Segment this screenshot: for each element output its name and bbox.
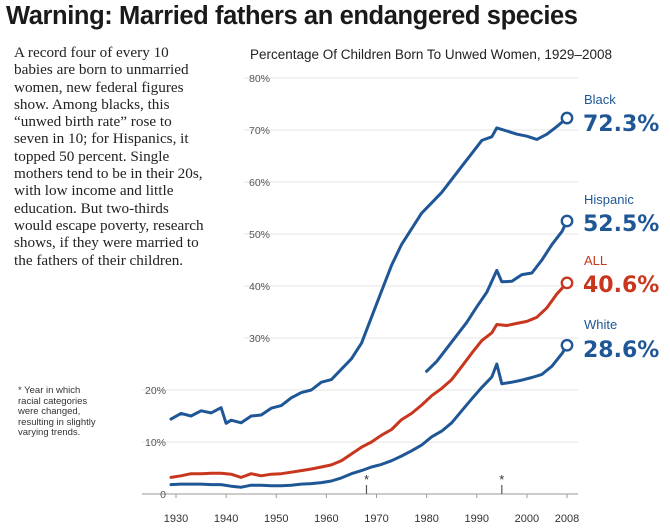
series-endpoint-black bbox=[560, 111, 574, 125]
y-tick-label: 70% bbox=[249, 125, 270, 137]
series-value-all: 40.6% bbox=[583, 273, 659, 298]
series-name-black: Black bbox=[584, 92, 616, 107]
x-tick-label: 1970 bbox=[364, 513, 388, 525]
x-tick-label: 1990 bbox=[465, 513, 489, 525]
series-value-white: 28.6% bbox=[583, 338, 659, 363]
asterisk-marker: * bbox=[499, 472, 504, 487]
x-tick-label: 1980 bbox=[414, 513, 438, 525]
series-name-white: White bbox=[584, 317, 617, 332]
chart-title: Percentage Of Children Born To Unwed Wom… bbox=[250, 47, 612, 62]
x-tick-label: 1960 bbox=[314, 513, 338, 525]
series-line-hispanic bbox=[425, 219, 569, 373]
y-tick-label: 50% bbox=[249, 229, 270, 241]
series-labels: Black 72.3% Hispanic 52.5% ALL 40.6% White 28.6… bbox=[583, 92, 659, 363]
x-tick-label: 2000 bbox=[515, 513, 539, 525]
series-line-all bbox=[169, 281, 569, 479]
series-value-black: 72.3% bbox=[583, 112, 659, 137]
y-tick-label: 80% bbox=[249, 73, 270, 85]
footnote: * Year in which racial categories were c… bbox=[18, 385, 96, 438]
headline: Warning: Married fathers an endangered s… bbox=[6, 2, 578, 30]
series-name-all: ALL bbox=[584, 253, 607, 268]
series-line-white bbox=[169, 343, 569, 489]
x-tick-label: 1940 bbox=[214, 513, 238, 525]
series-name-hispanic: Hispanic bbox=[584, 192, 634, 207]
asterisk-marker: * bbox=[364, 472, 369, 487]
gridlines bbox=[142, 77, 578, 495]
series-endpoint-white bbox=[560, 338, 574, 352]
y-tick-label: 20% bbox=[145, 385, 166, 397]
x-tick-label: 1930 bbox=[164, 513, 188, 525]
y-tick-label: 60% bbox=[249, 177, 270, 189]
series-endpoint-hispanic bbox=[560, 214, 574, 228]
y-tick-label: 10% bbox=[145, 437, 166, 449]
y-tick-label: 30% bbox=[249, 333, 270, 345]
x-tick-label: 1950 bbox=[264, 513, 288, 525]
series-line-black bbox=[169, 116, 569, 425]
series-lines bbox=[169, 111, 574, 489]
y-tick-label: 0 bbox=[160, 489, 166, 501]
x-tick-label: 2008 bbox=[555, 513, 579, 525]
body-text: A record four of every 10 babies are bor… bbox=[14, 44, 204, 269]
y-tick-label: 40% bbox=[249, 281, 270, 293]
axis-ticks: 20% 10% 0 80% 70% 60% 50% 40% 30% 1930 1940 1950 196… bbox=[145, 73, 579, 525]
series-endpoint-all bbox=[560, 276, 574, 290]
series-value-hispanic: 52.5% bbox=[583, 212, 659, 237]
